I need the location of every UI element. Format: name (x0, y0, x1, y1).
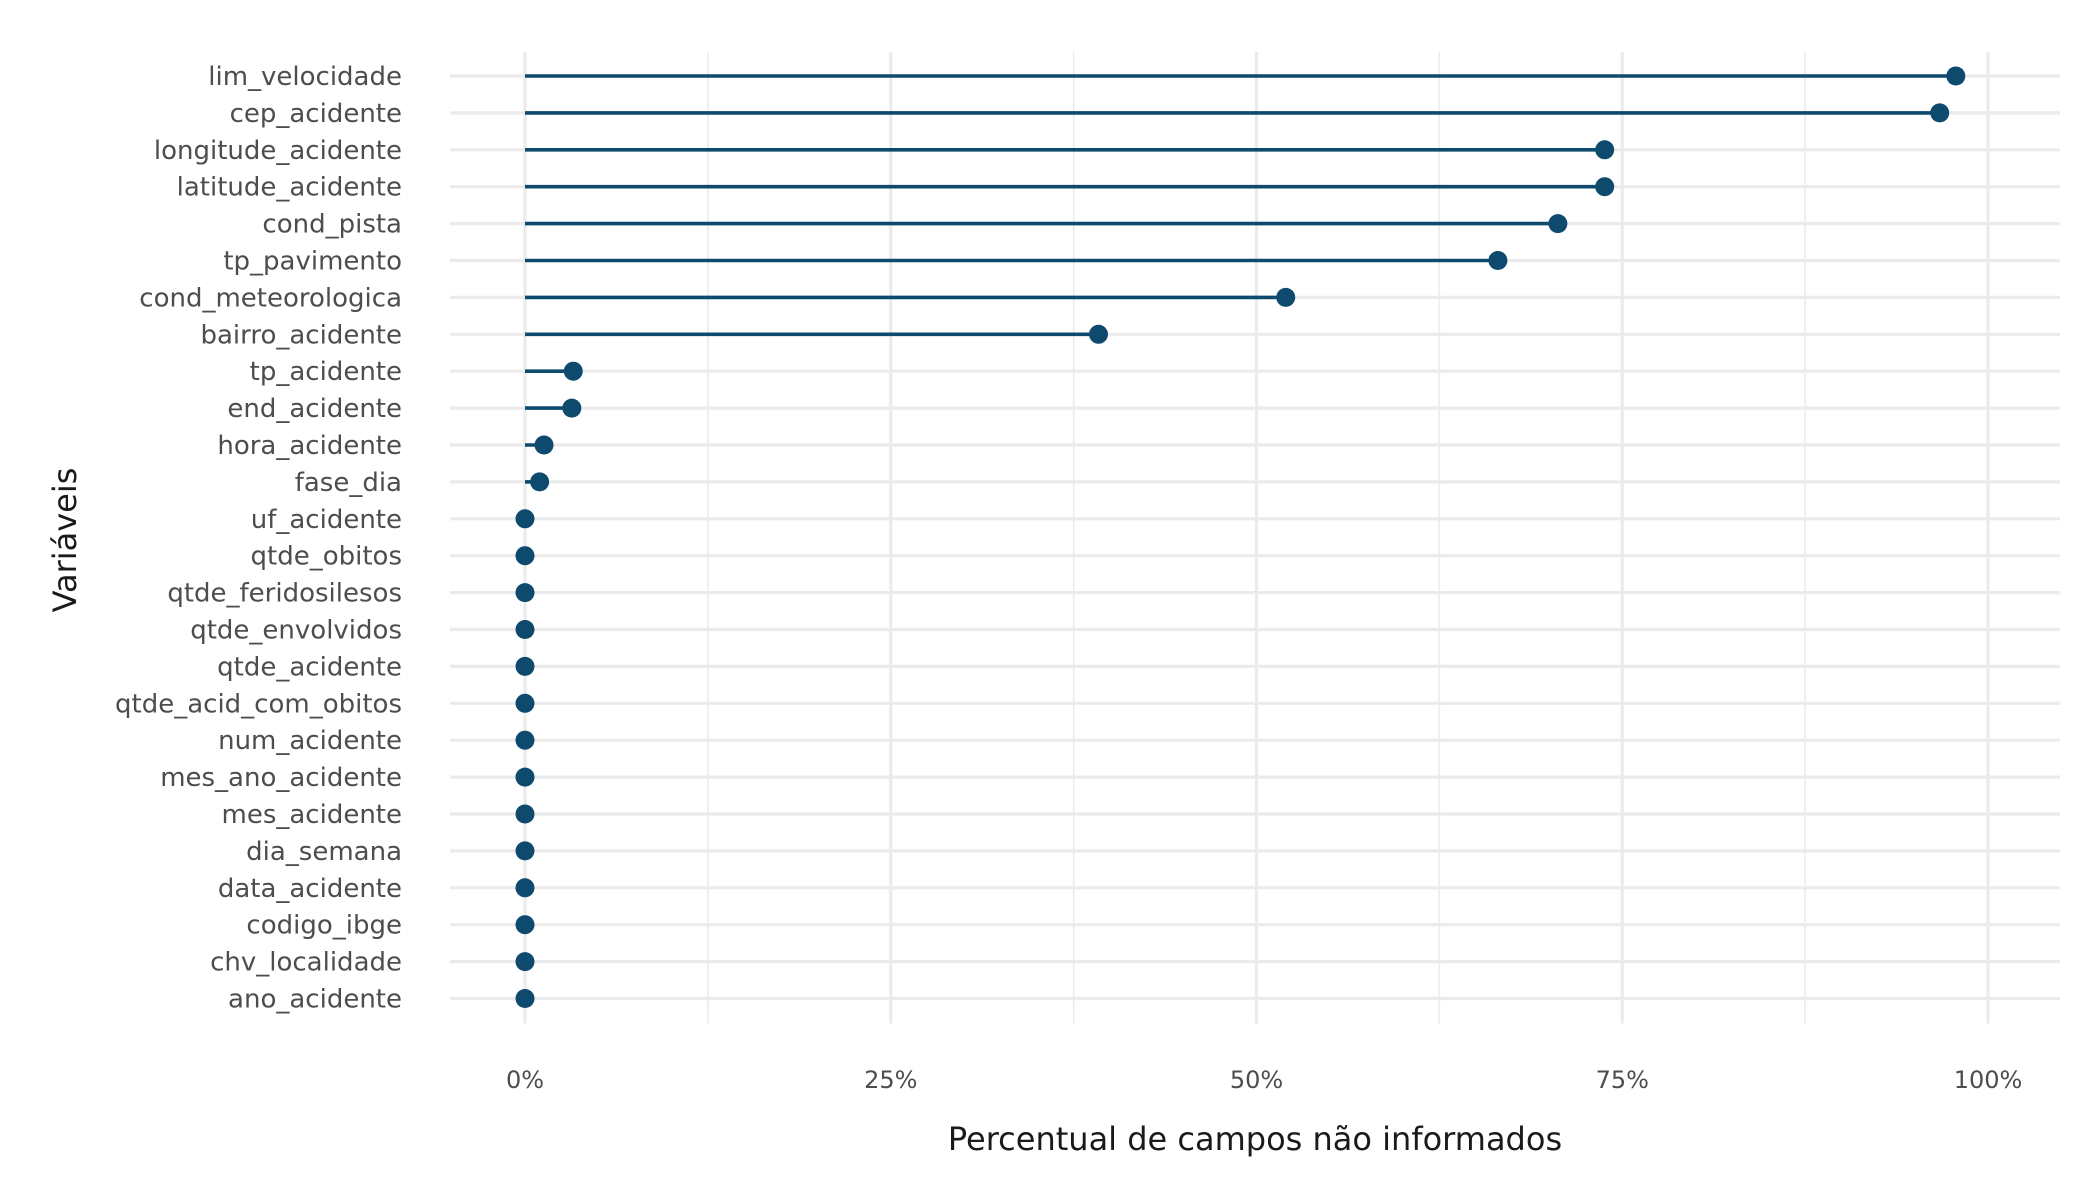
category-label: cep_acidente (230, 99, 402, 129)
lollipop-point (515, 620, 535, 639)
x-tick-label: 75% (1596, 1066, 1649, 1094)
category-label: cond_meteorologica (139, 283, 402, 313)
mark-layer (515, 66, 1966, 1008)
category-label: uf_acidente (251, 505, 402, 535)
category-label: fase_dia (295, 468, 402, 498)
category-label: dia_semana (246, 837, 402, 867)
lollipop-point (563, 361, 583, 381)
x-tick-label: 0% (506, 1066, 544, 1094)
lollipop-point (1595, 140, 1615, 160)
lollipop-point (530, 472, 550, 492)
category-label: mes_ano_acidente (160, 763, 402, 793)
lollipop-point (1930, 103, 1950, 123)
category-label: tp_pavimento (223, 247, 402, 277)
x-tick-label: 50% (1230, 1066, 1283, 1094)
lollipop-point (1276, 287, 1296, 307)
lollipop-point (1548, 214, 1568, 234)
category-label: qtde_acidente (217, 652, 402, 682)
category-label: qtde_envolvidos (190, 616, 402, 646)
lollipop-point (1088, 324, 1108, 344)
lollipop-point (515, 730, 535, 750)
lollipop-point (1488, 251, 1508, 270)
category-label: num_acidente (218, 726, 402, 756)
category-label: tp_acidente (250, 357, 402, 387)
lollipop-point (1946, 66, 1966, 86)
lollipop-point (515, 841, 535, 861)
lollipop-point (515, 878, 535, 898)
lollipop-point (515, 583, 535, 603)
lollipop-point (562, 398, 582, 418)
category-label: lim_velocidade (208, 62, 402, 92)
lollipop-point (515, 989, 535, 1008)
grid-layer (450, 52, 2060, 1024)
category-label: chv_localidade (210, 948, 402, 978)
y-axis-title: Variáveis (46, 468, 84, 613)
category-label: qtde_obitos (251, 542, 402, 572)
lollipop-point (515, 915, 535, 935)
category-label: end_acidente (227, 394, 402, 424)
lollipop-point (515, 693, 535, 713)
x-axis-title: Percentual de campos não informados (948, 1120, 1562, 1158)
lollipop-point (1595, 177, 1615, 197)
lollipop-point (515, 767, 535, 787)
category-label: latitude_acidente (177, 173, 402, 203)
lollipop-point (515, 509, 535, 529)
category-label: ano_acidente (228, 985, 402, 1015)
lollipop-point (515, 656, 535, 676)
category-label: codigo_ibge (246, 911, 402, 941)
category-label: data_acidente (218, 874, 402, 904)
category-label: hora_acidente (217, 431, 402, 461)
category-label: qtde_acid_com_obitos (115, 689, 402, 719)
x-tick-label: 100% (1954, 1066, 2023, 1094)
category-label: qtde_feridosilesos (167, 579, 402, 609)
x-tick-label: 25% (864, 1066, 917, 1094)
label-layer: 0% 25% 50% 75% 100% lim_velocidade cep_acident… (115, 62, 2022, 1094)
lollipop-point (515, 804, 535, 824)
lollipop-point (534, 435, 554, 455)
category-label: bairro_acidente (200, 320, 402, 350)
category-label: mes_acidente (222, 800, 403, 830)
lollipop-point (515, 546, 535, 566)
lollipop-point (515, 952, 535, 972)
category-label: cond_pista (262, 210, 402, 240)
category-label: longitude_acidente (154, 136, 402, 166)
